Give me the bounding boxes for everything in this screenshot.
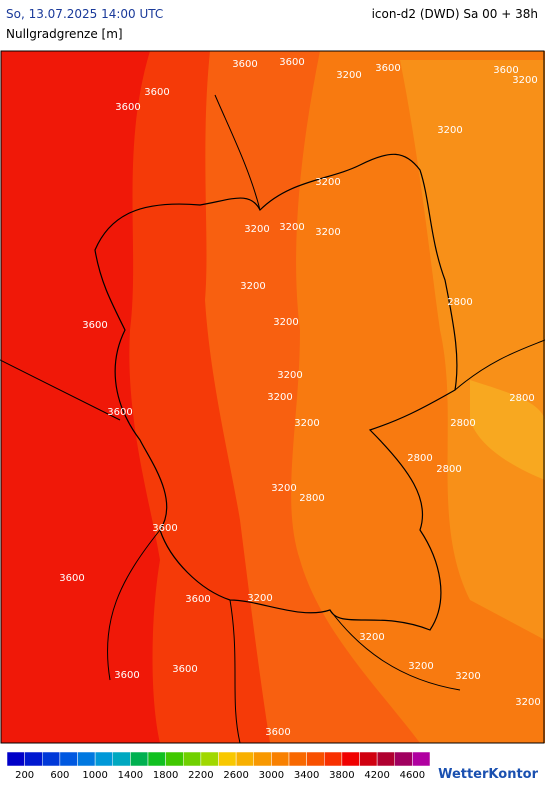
legend-swatch <box>130 751 149 767</box>
legend-swatch <box>235 751 254 767</box>
contour-label: 3600 <box>493 65 518 76</box>
contour-label: 3200 <box>294 418 319 429</box>
legend-swatch <box>24 751 43 767</box>
contour-label: 3200 <box>277 370 302 381</box>
legend-label: 2200 <box>188 770 213 781</box>
contour-label: 3200 <box>267 392 292 403</box>
contour-label: 3200 <box>279 222 304 233</box>
legend-swatch <box>200 751 219 767</box>
legend-swatch <box>376 751 395 767</box>
contour-label: 3600 <box>144 87 169 98</box>
field <box>470 380 545 480</box>
legend-label: 4600 <box>400 770 425 781</box>
contour-label: 3200 <box>271 483 296 494</box>
legend-swatch <box>306 751 325 767</box>
contour-label: 3200 <box>455 671 480 682</box>
legend-swatch <box>94 751 113 767</box>
legend-label: 600 <box>50 770 69 781</box>
legend-swatch <box>147 751 166 767</box>
legend-label: 3800 <box>329 770 354 781</box>
legend-label: 1400 <box>118 770 143 781</box>
contour-label: 3200 <box>515 697 540 708</box>
contour-label: 3600 <box>114 670 139 681</box>
legend-swatch <box>165 751 184 767</box>
border <box>94 153 458 631</box>
legend-swatch <box>341 751 360 767</box>
contour-label: 3200 <box>359 632 384 643</box>
legend-label: 2600 <box>223 770 248 781</box>
map-frame <box>0 50 545 744</box>
contour-label: 2800 <box>450 418 475 429</box>
legend: 200 600 1000 1400 1800 2200 2600 3000 3400 3800 42… <box>6 751 431 781</box>
legend-label: 3000 <box>259 770 284 781</box>
contour-label: 3600 <box>172 664 197 675</box>
contour-label: 2800 <box>436 464 461 475</box>
contour-label: 3200 <box>247 593 272 604</box>
contour-label: 2800 <box>407 453 432 464</box>
legend-swatch <box>324 751 343 767</box>
legend-swatch <box>253 751 272 767</box>
legend-label: 200 <box>15 770 34 781</box>
contour-label: 3200 <box>244 224 269 235</box>
legend-swatch <box>6 751 25 767</box>
legend-swatch <box>42 751 61 767</box>
legend-swatch <box>218 751 237 767</box>
brand: WetterKontor <box>438 767 539 782</box>
legend-swatch <box>271 751 290 767</box>
contour-label: 3600 <box>115 102 140 113</box>
legend-swatch <box>412 751 431 767</box>
contour-label: 3600 <box>82 320 107 331</box>
map <box>0 51 545 744</box>
contour-label: 3600 <box>152 523 177 534</box>
border <box>0 94 545 744</box>
model: icon-d2 (DWD) Sa 00 + 38h <box>372 7 538 21</box>
datetime: So, 13.07.2025 14:00 UTC <box>6 7 163 21</box>
contour-label: 3200 <box>336 70 361 81</box>
contour-label: 2800 <box>447 297 472 308</box>
contour-label: 3600 <box>375 63 400 74</box>
legend-swatch <box>394 751 413 767</box>
legend-label: 1800 <box>153 770 178 781</box>
legend-label: 3400 <box>294 770 319 781</box>
legend-label: 4200 <box>364 770 389 781</box>
contour-label: 3200 <box>315 227 340 238</box>
contour-label: 3200 <box>315 177 340 188</box>
contour-label: 3600 <box>59 573 84 584</box>
legend-swatch <box>183 751 202 767</box>
legend-label: 1000 <box>82 770 107 781</box>
contour-label: 3600 <box>265 727 290 738</box>
contour-label: 3200 <box>240 281 265 292</box>
parameter: Nullgradgrenze [m] <box>6 27 123 41</box>
contour-label: 3200 <box>408 661 433 672</box>
legend-swatch <box>359 751 378 767</box>
contour-label: 3600 <box>232 59 257 70</box>
contour-label: 2800 <box>299 493 324 504</box>
contour-label: 3600 <box>279 57 304 68</box>
contour-label: 3200 <box>437 125 462 136</box>
contour-label: 3600 <box>185 594 210 605</box>
legend-swatch <box>59 751 78 767</box>
contour-label: 3200 <box>273 317 298 328</box>
contour-label: 3600 <box>107 407 132 418</box>
field <box>400 60 545 640</box>
legend-swatch <box>77 751 96 767</box>
contour-label: 2800 <box>509 393 534 404</box>
contour-label: 3200 <box>512 75 537 86</box>
legend-swatch <box>288 751 307 767</box>
legend-swatch <box>112 751 131 767</box>
